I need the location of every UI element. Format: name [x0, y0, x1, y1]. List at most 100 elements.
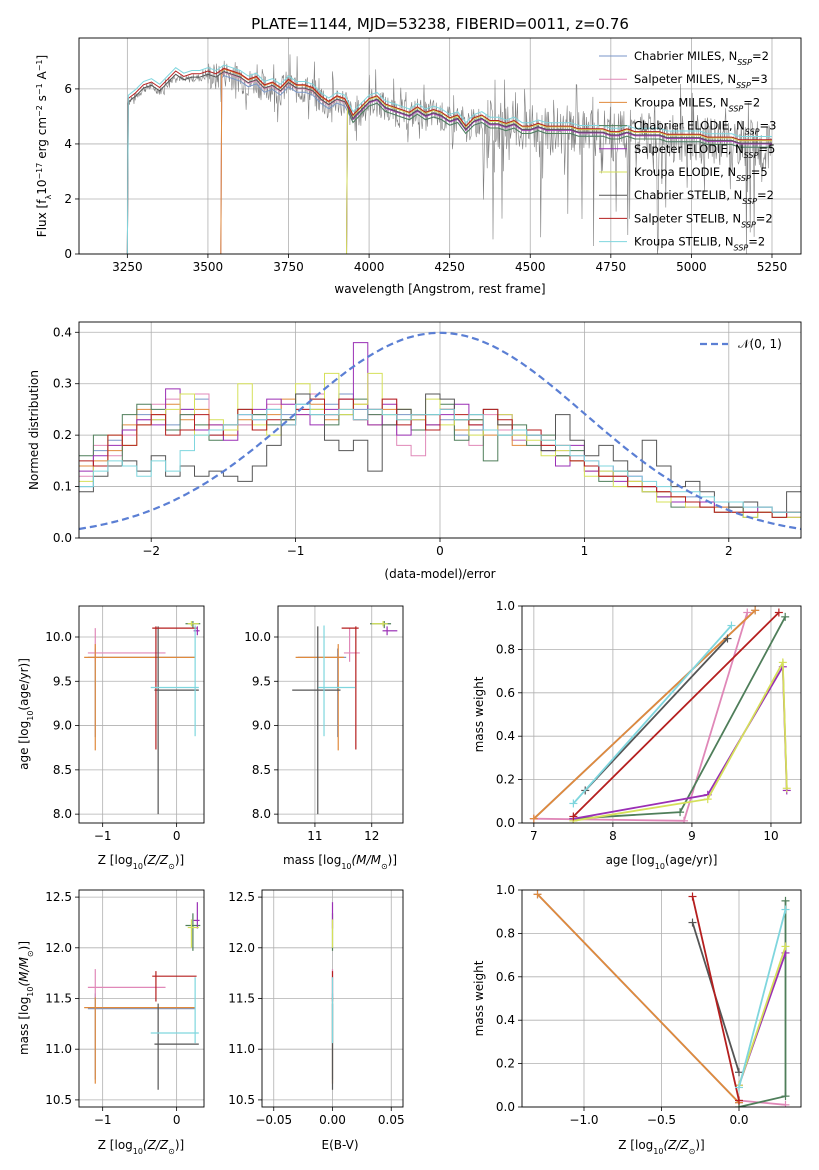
- mass_vs_ebv-frame: [261, 889, 404, 1108]
- fit-kroupa-stelib-point: [150, 625, 199, 737]
- weight-marker-kroupa-elodie: [703, 795, 712, 804]
- y-tick-label: 10.0: [244, 630, 271, 644]
- x-tick-label: 7: [530, 829, 538, 843]
- fit-chabrier-elodie-point: [185, 621, 201, 629]
- model-kroupa-elodie-line: [346, 96, 772, 254]
- fit-chabrier-stelib-point: [154, 626, 199, 815]
- mass-vs-metallicity-panel: −1 0 10.5 11.0 11.5 12.0 12.5 Z [log10(Z/Z⊙)] ma…: [17, 889, 205, 1156]
- x-tick-label: 5250: [757, 260, 788, 274]
- mass_vs_ebv-axes: −0.05 0.00 0.05 10.5 11.0 11.5 12.0 12.5: [228, 889, 405, 1127]
- model-salpeter-elodie-line: [346, 99, 772, 254]
- y-tick-label: 0.0: [53, 531, 72, 545]
- x-tick-label: −0.5: [647, 1113, 676, 1127]
- model-chabrier-stelib-line: [126, 71, 772, 254]
- weight-marker-kroupa-miles: [533, 890, 542, 899]
- x-tick-label: −2: [142, 544, 160, 558]
- fit-salpeter-elodie-point: [382, 626, 398, 636]
- spectrum-plot-area: [126, 54, 772, 254]
- x-tick-label: −1: [287, 544, 305, 558]
- model-kroupa-stelib-line: [126, 64, 772, 254]
- weight_vs_age-axes: 7 8 9 10 0.0 0.2 0.4 0.6 0.8 1.0: [496, 599, 802, 843]
- x-tick-label: 3750: [273, 260, 304, 274]
- weight-marker-kroupa-stelib: [727, 621, 736, 630]
- weight-marker-kroupa-elodie: [778, 658, 787, 667]
- fit-salpeter-elodie-point: [193, 902, 200, 929]
- weight-marker-kroupa-miles: [751, 606, 760, 615]
- age_vs_mass-plot-area: [292, 621, 398, 815]
- weight-vs-metallicity-panel: −1.0 −0.5 0.0 0.0 0.2 0.4 0.6 0.8 1.0 Z [log10(Z/…: [472, 883, 802, 1156]
- observed-spectrum-line: [127, 54, 772, 254]
- weight-marker-salpeter-miles: [680, 816, 689, 823]
- weight-marker-kroupa-stelib: [781, 905, 790, 914]
- fit-chabrier-miles-point: [87, 993, 196, 1080]
- x-tick-label: 4500: [515, 260, 546, 274]
- weight-marker-salpeter-miles: [781, 1100, 790, 1107]
- y-tick-label: 0.4: [496, 729, 515, 743]
- residuals-plot-area: [79, 331, 801, 531]
- y-tick-label: 4: [64, 137, 72, 151]
- x-tick-label: 2: [725, 544, 733, 558]
- y-tick-label: 0.8: [496, 926, 515, 940]
- legend-label-chabrier-stelib: Chabrier STELIB, NSSP=2: [634, 188, 774, 206]
- weight-line-kroupa-miles: [536, 893, 740, 1104]
- weight-marker-chabrier-stelib: [735, 1068, 743, 1077]
- weight_vs_z-x-axis-label: Z [log10(Z/Z⊙)]: [618, 1138, 704, 1156]
- y-tick-label: 9.5: [53, 674, 72, 688]
- legend-label-salpeter-elodie: Salpeter ELODIE, NSSP=5: [634, 142, 775, 160]
- mass-vs-ebv-x-axis-label: E(B-V): [321, 1138, 358, 1152]
- weight-marker-salpeter-stelib: [688, 892, 697, 901]
- fit-kroupa-miles-point: [84, 644, 196, 751]
- weight-vs-age-panel: 7 8 9 10 0.0 0.2 0.4 0.6 0.8 1.0 age [log10(age/yr…: [472, 599, 802, 871]
- age_vs_z-axes: −1 0 8.0 8.5 9.0 9.5 10.0: [45, 605, 205, 843]
- age_vs_z-frame: [78, 605, 205, 824]
- spectrum-x-axis-label: wavelength [Angstrom, rest frame]: [334, 282, 545, 296]
- fit-chabrier-miles-point: [297, 648, 347, 738]
- fit-kroupa-stelib-point: [150, 977, 199, 1044]
- y-tick-label: 12.5: [45, 890, 72, 904]
- y-tick-label: 0.8: [496, 642, 515, 656]
- y-tick-label: 6: [64, 82, 72, 96]
- spectrum-panel: 3250 3500 3750 4000 4250 4500 4750 5000 5250 0 2 4 6…: [35, 37, 802, 296]
- weight-marker-chabrier-elodie: [781, 1092, 790, 1101]
- weight-marker-chabrier-stelib: [688, 918, 697, 927]
- weight-line-salpeter-stelib: [691, 896, 740, 1101]
- x-tick-label: 4000: [354, 260, 385, 274]
- legend-label-kroupa-stelib: Kroupa STELIB, NSSP=2: [634, 235, 765, 253]
- fit-chabrier-elodie-point: [185, 913, 201, 951]
- x-tick-label: 0: [173, 829, 181, 843]
- y-tick-label: 2: [64, 192, 72, 206]
- spectrum-y-axis-label: Flux [fλ10−17 erg cm−2 s−1 A−1]: [35, 55, 53, 237]
- legend-label-salpeter-miles: Salpeter MILES, NSSP=3: [634, 72, 768, 90]
- x-tick-label: 10: [763, 829, 778, 843]
- x-tick-label: 1: [581, 544, 589, 558]
- age-vs-z-y-axis-label: age [log10(age/yr)]: [17, 658, 35, 770]
- weight-marker-salpeter-stelib: [735, 1096, 743, 1105]
- y-tick-label: 11.5: [45, 992, 72, 1006]
- age_vs_mass-grid: [278, 606, 403, 823]
- x-tick-label: −1: [94, 829, 112, 843]
- y-tick-label: 8.5: [53, 763, 72, 777]
- age-vs-mass-x-axis-label: mass [log10(M/M⊙)]: [283, 853, 397, 871]
- residuals-x-axis-label: (data-model)/error: [384, 567, 495, 581]
- y-tick-label: 9.5: [252, 674, 271, 688]
- weight-line-salpeter-stelib: [572, 611, 780, 818]
- age_vs_z-grid: [79, 606, 204, 823]
- normal-distribution-curve: [79, 331, 801, 531]
- fit-kroupa-miles-point: [295, 644, 344, 751]
- y-tick-label: 0.2: [53, 428, 72, 442]
- mass_vs_z-plot-area: [84, 902, 201, 1090]
- fit-chabrier-elodie-point: [370, 621, 392, 629]
- legend-label-kroupa-elodie: Kroupa ELODIE, NSSP=5: [634, 165, 768, 183]
- fit-kroupa-elodie-point: [187, 919, 199, 948]
- weight_vs_age-x-axis-label: age [log10(age/yr)]: [606, 853, 718, 871]
- y-tick-label: 11.0: [45, 1042, 72, 1056]
- x-tick-label: 4750: [596, 260, 627, 274]
- y-tick-label: 0.2: [496, 1057, 515, 1071]
- weight-marker-chabrier-stelib: [723, 634, 732, 643]
- weight-marker-chabrier-elodie: [781, 896, 790, 905]
- weight-marker-salpeter-stelib: [569, 812, 578, 821]
- fit-salpeter-miles-point: [343, 628, 360, 662]
- mass_vs_z-axes: −1 0 10.5 11.0 11.5 12.0 12.5: [45, 889, 205, 1127]
- figure-title: PLATE=1144, MJD=53238, FIBERID=0011, z=0…: [251, 15, 629, 33]
- weight_vs_age-y-axis-label: mass weight: [472, 676, 486, 752]
